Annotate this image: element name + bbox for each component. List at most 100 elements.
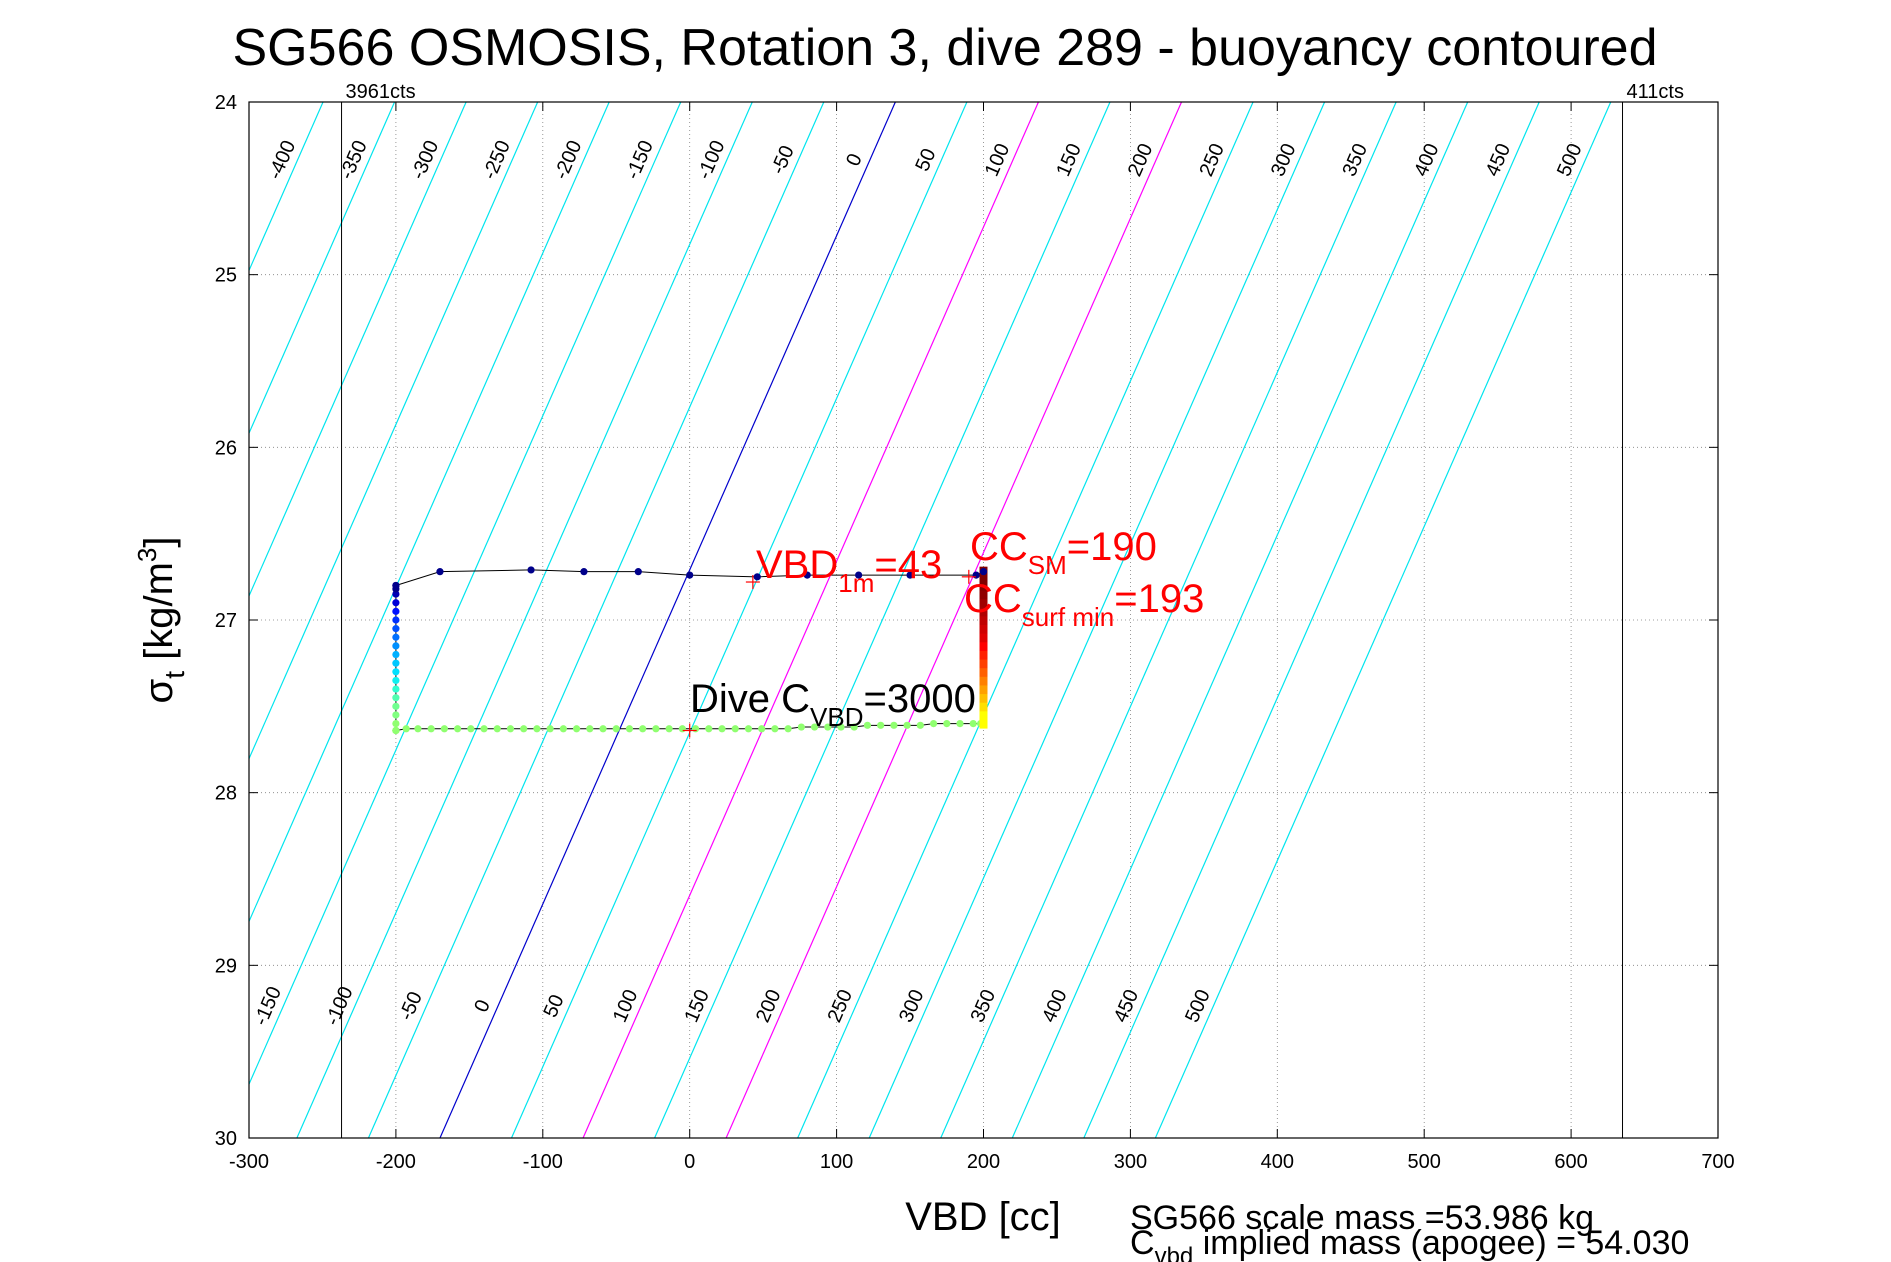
- climb-point: [979, 718, 988, 729]
- dive-point: [392, 616, 400, 624]
- contour-line: [249, 102, 467, 598]
- climb-point: [979, 666, 988, 677]
- dive-point: [480, 725, 488, 733]
- vbd-limit-label: 3961cts: [346, 81, 416, 103]
- dive-point: [453, 725, 462, 733]
- dive-point: [506, 725, 515, 733]
- dive-point: [586, 725, 594, 733]
- dive-point: [467, 725, 475, 733]
- contour-line: [249, 102, 396, 435]
- dive-point: [572, 725, 581, 733]
- climb-point: [979, 701, 988, 712]
- contour-line: [249, 102, 682, 1086]
- dive-point: [546, 725, 554, 733]
- x-tick-label: 500: [1408, 1151, 1441, 1173]
- x-tick-label: 400: [1261, 1151, 1294, 1173]
- dive-point: [731, 725, 739, 733]
- dive-point: [903, 721, 911, 729]
- dive-point: [392, 685, 400, 693]
- dive-point: [652, 725, 660, 733]
- x-tick-label: -100: [523, 1151, 563, 1173]
- annotation-cc-surf-min: CCsurf min=193: [964, 577, 1204, 632]
- footer-scale-mass: SG566 scale mass =53.986 kg: [1130, 1199, 1594, 1237]
- dive-point: [392, 599, 400, 607]
- surface-point: [855, 571, 863, 579]
- x-axis-label: VBD [cc]: [905, 1195, 1061, 1239]
- vbd-limit-label: 411cts: [1627, 81, 1684, 103]
- contour-line: [439, 102, 896, 1138]
- climb-point: [979, 684, 988, 695]
- dive-point: [392, 668, 400, 676]
- climb-point: [979, 640, 988, 651]
- dive-point: [427, 725, 435, 733]
- x-tick-label: -300: [229, 1151, 269, 1173]
- x-tick-label: 0: [684, 1151, 695, 1173]
- surface-point: [753, 573, 761, 581]
- dive-point: [440, 725, 448, 733]
- contour-line: [654, 102, 1111, 1138]
- y-tick-label: 28: [215, 783, 237, 805]
- dive-point: [890, 721, 898, 729]
- dive-point: [929, 720, 938, 728]
- climb-point: [979, 649, 988, 660]
- surface-point: [580, 568, 588, 576]
- climb-point: [979, 597, 988, 608]
- annotation-cc-sm: CCSM=190: [970, 525, 1157, 580]
- dive-point: [943, 720, 951, 728]
- contour-line: [940, 102, 1397, 1138]
- dive-point: [414, 725, 422, 733]
- dive-point: [392, 607, 400, 615]
- y-tick-label: 25: [215, 265, 237, 287]
- contour-line: [249, 102, 610, 923]
- x-tick-label: 200: [967, 1151, 1000, 1173]
- y-tick-label: 26: [215, 437, 237, 459]
- surface-point: [527, 566, 535, 574]
- dive-point: [758, 725, 766, 733]
- dive-point: [837, 723, 845, 731]
- annotation-vbd-1m: VBD1m=43: [756, 543, 942, 598]
- dive-point: [916, 721, 924, 729]
- surface-point: [979, 568, 988, 576]
- surface-point: [436, 568, 444, 576]
- x-tick-label: -200: [376, 1151, 416, 1173]
- contour-line: [367, 102, 825, 1138]
- annotation-dive-c-vbd: Dive CVBD=3000: [690, 677, 976, 732]
- y-axis-label: σt [kg/m3]: [132, 537, 190, 704]
- dive-point: [392, 726, 400, 735]
- dive-point: [797, 723, 805, 731]
- y-axis-ticks: 24 25 26 27 28 29 30: [215, 92, 1718, 1150]
- dive-point: [392, 625, 400, 633]
- y-tick-label: 30: [215, 1128, 237, 1150]
- surface-point: [634, 568, 642, 576]
- contour-line: [249, 102, 539, 761]
- dive-point: [559, 725, 567, 733]
- chart-title: SG566 OSMOSIS, Rotation 3, dive 289 - bu…: [232, 19, 1657, 77]
- climb-point: [979, 623, 988, 634]
- climb-point: [979, 675, 988, 686]
- dive-point: [392, 694, 400, 702]
- dive-point: [392, 676, 400, 685]
- climb-point: [979, 589, 988, 600]
- dive-point: [863, 721, 872, 729]
- grid-lines: [249, 102, 1718, 1138]
- y-tick-label: 24: [215, 92, 237, 114]
- contour-line: [1154, 102, 1612, 1138]
- dive-point: [392, 720, 400, 728]
- contour-line: [510, 102, 968, 1138]
- dive-point: [493, 725, 501, 733]
- climb-point: [979, 606, 988, 617]
- dive-point: [392, 702, 400, 710]
- dive-point: [665, 725, 673, 733]
- climb-point: [979, 615, 988, 625]
- surface-point: [392, 581, 400, 590]
- x-tick-label: 300: [1114, 1151, 1147, 1173]
- dive-point: [392, 633, 400, 641]
- dive-point: [520, 725, 528, 733]
- y-tick-label: 27: [215, 610, 237, 632]
- contour-line: [797, 102, 1254, 1138]
- dive-point: [850, 723, 858, 731]
- contour-line: [296, 102, 753, 1138]
- dive-point: [392, 659, 400, 667]
- vbd-limit-lines: 3961cts 411cts: [341, 81, 1684, 1138]
